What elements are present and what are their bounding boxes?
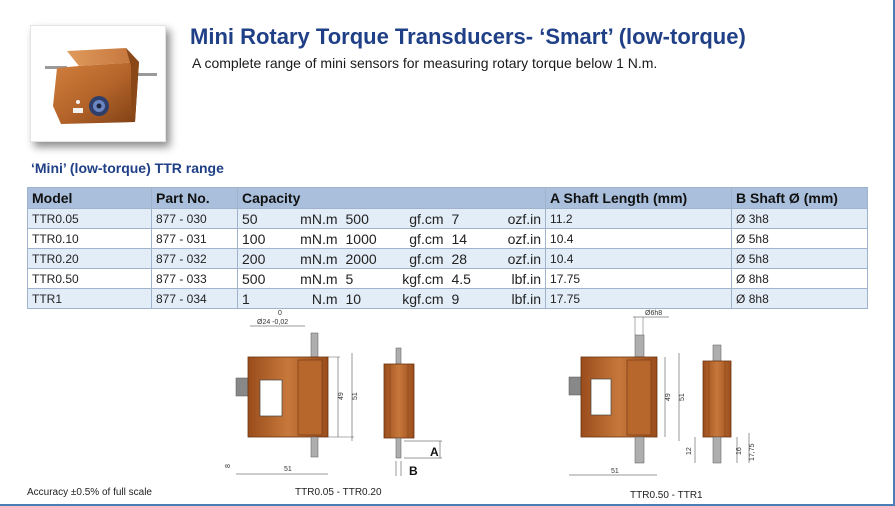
dim-h51: 51: [352, 392, 359, 400]
label-a: A: [430, 445, 439, 459]
drawing-caption-right: TTR0.50 - TTR1: [630, 490, 703, 501]
cell-capacity-1: 100: [237, 228, 286, 249]
cell-shaft-length: 17.75: [545, 268, 733, 289]
cell-part-no: 877 - 031: [151, 228, 238, 249]
cell-unit-3: ozf.in: [487, 248, 547, 269]
cell-shaft-dia: Ø 8h8: [731, 288, 869, 309]
accuracy-note: Accuracy ±0.5% of full scale: [27, 487, 152, 498]
cell-unit-1: mN.m: [285, 208, 342, 229]
page-subtitle: A complete range of mini sensors for mea…: [192, 55, 658, 71]
cell-capacity-1: 1: [237, 288, 286, 309]
cell-shaft-dia: Ø 5h8: [731, 228, 869, 249]
cell-capacity-3: 28: [447, 248, 488, 269]
cell-part-no: 877 - 033: [151, 268, 238, 289]
page-title: Mini Rotary Torque Transducers- ‘Smart’ …: [190, 24, 746, 49]
cell-shaft-dia: Ø 5h8: [731, 248, 869, 269]
cell-part-no: 877 - 030: [151, 208, 238, 229]
cell-capacity-1: 50: [237, 208, 286, 229]
dim-h49: 49: [665, 393, 672, 401]
cell-capacity-3: 9: [447, 288, 488, 309]
table-row: TTR0.05 877 - 030 50 mN.m 500 gf.cm 7 oz…: [27, 208, 869, 229]
cell-model: TTR0.20: [27, 248, 152, 269]
cell-unit-3: ozf.in: [487, 228, 547, 249]
cell-unit-1: mN.m: [285, 228, 342, 249]
cell-unit-1: N.m: [285, 288, 342, 309]
dim-h51: 51: [679, 393, 686, 401]
cell-unit-3: ozf.in: [487, 208, 547, 229]
header-model: Model: [27, 187, 152, 209]
table-row: TTR0.20 877 - 032 200 mN.m 2000 gf.cm 28…: [27, 248, 869, 269]
header-shaft-dia: B Shaft Ø (mm): [731, 187, 869, 209]
cell-part-no: 877 - 032: [151, 248, 238, 269]
cell-capacity-2: 2000: [341, 248, 390, 269]
drawing-caption-left: TTR0.05 - TTR0.20: [295, 487, 382, 498]
cell-capacity-1: 200: [237, 248, 286, 269]
dim-d1775: 17,75: [749, 443, 756, 461]
cell-shaft-dia: Ø 3h8: [731, 208, 869, 229]
cell-part-no: 877 - 034: [151, 288, 238, 309]
header-part-no: Part No.: [151, 187, 238, 209]
cell-capacity-3: 14: [447, 228, 488, 249]
cell-model: TTR1: [27, 288, 152, 309]
cell-unit-2: gf.cm: [389, 248, 448, 269]
cell-shaft-length: 10.4: [545, 228, 733, 249]
dim-h49: 49: [338, 392, 345, 400]
dim-top-diameter: Ø6h8: [645, 310, 662, 317]
cell-unit-1: mN.m: [285, 248, 342, 269]
cell-unit-2: kgf.cm: [389, 268, 448, 289]
range-title: ‘Mini’ (low-torque) TTR range: [31, 160, 224, 176]
cell-model: TTR0.10: [27, 228, 152, 249]
cell-capacity-2: 10: [341, 288, 390, 309]
table-row: TTR1 877 - 034 1 N.m 10 kgf.cm 9 lbf.in …: [27, 288, 869, 309]
drawing-ttr005-ttr020: 0 Ø24 -0,02 49 51 51 8 A B: [225, 310, 442, 478]
dim-top-diameter: Ø24 -0,02: [257, 319, 288, 326]
cell-capacity-1: 500: [237, 268, 286, 289]
cell-unit-3: lbf.in: [487, 288, 547, 309]
cell-unit-2: gf.cm: [389, 228, 448, 249]
cell-unit-1: mN.m: [285, 268, 342, 289]
cell-shaft-dia: Ø 8h8: [731, 268, 869, 289]
drawing-ttr050-ttr1: Ø6h8 49 51 51 12 16 17,75: [568, 310, 756, 476]
cell-model: TTR0.05: [27, 208, 152, 229]
cell-model: TTR0.50: [27, 268, 152, 289]
spec-table: Model Part No. Capacity A Shaft Length (…: [27, 187, 869, 309]
table-row: TTR0.50 877 - 033 500 mN.m 5 kgf.cm 4.5 …: [27, 268, 869, 289]
dim-w51: 51: [611, 468, 619, 475]
cell-capacity-3: 4.5: [447, 268, 488, 289]
cell-shaft-length: 10.4: [545, 248, 733, 269]
label-b: B: [409, 464, 418, 478]
product-photo: [30, 25, 166, 142]
cell-shaft-length: 11.2: [545, 208, 733, 229]
cell-capacity-2: 1000: [341, 228, 390, 249]
dim-d12: 12: [686, 447, 693, 455]
header-capacity: Capacity: [236, 187, 547, 209]
dim-d8: 8: [225, 464, 232, 468]
table-row: TTR0.10 877 - 031 100 mN.m 1000 gf.cm 14…: [27, 228, 869, 249]
cell-capacity-2: 5: [341, 268, 390, 289]
header-shaft-length: A Shaft Length (mm): [545, 187, 733, 209]
dim-w51: 51: [284, 466, 292, 473]
table-header-row: Model Part No. Capacity A Shaft Length (…: [27, 187, 869, 209]
cell-shaft-length: 17.75: [545, 288, 733, 309]
cell-unit-2: gf.cm: [389, 208, 448, 229]
dim-top-zero: 0: [278, 310, 282, 317]
cell-capacity-3: 7: [447, 208, 488, 229]
cell-unit-2: kgf.cm: [389, 288, 448, 309]
cell-capacity-2: 500: [341, 208, 390, 229]
dim-d16: 16: [736, 447, 743, 455]
cell-unit-3: lbf.in: [487, 268, 547, 289]
